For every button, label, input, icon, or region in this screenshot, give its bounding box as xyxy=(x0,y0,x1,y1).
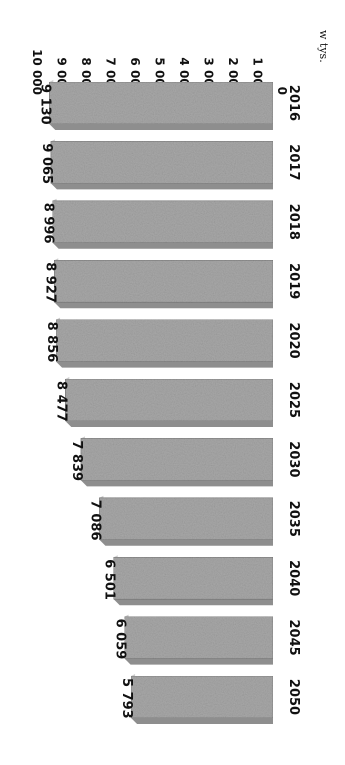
data-label: 7 839 xyxy=(69,440,84,481)
value-tick-label: 0 xyxy=(275,87,289,95)
bar-face xyxy=(53,259,274,303)
bar-face xyxy=(49,81,274,125)
data-label: 8 927 xyxy=(42,262,57,303)
bar-face xyxy=(52,200,274,244)
category-label: 2018 xyxy=(286,204,301,240)
bar-face xyxy=(124,616,274,659)
bar-face xyxy=(80,438,274,481)
unit-label: w tys. xyxy=(317,30,330,63)
data-label: 8 996 xyxy=(41,203,56,244)
category-label: 2016 xyxy=(286,85,301,121)
data-label: 9 130 xyxy=(37,84,52,125)
bars xyxy=(49,80,274,724)
bar xyxy=(99,495,274,546)
bar-side xyxy=(99,539,273,546)
bar-side xyxy=(52,242,274,249)
bar xyxy=(65,377,274,427)
bar xyxy=(80,436,274,487)
category-label: 2020 xyxy=(286,323,301,359)
bar-face xyxy=(99,497,274,541)
category-labels: 2016 2017 2018 2019 2020 2025 2030 2035 2040 2045… xyxy=(286,85,301,715)
data-label: 8 856 xyxy=(44,322,59,363)
data-labels: 9 130 9 065 8 996 8 927 8 856 8 477 7 839 7 086… xyxy=(37,84,134,719)
category-label: 2045 xyxy=(286,620,301,656)
bar-face xyxy=(113,556,274,600)
category-label: 2035 xyxy=(286,501,301,537)
data-label: 5 793 xyxy=(119,678,134,719)
category-label: 2017 xyxy=(286,144,301,180)
category-label: 2030 xyxy=(286,441,301,477)
bar-side xyxy=(49,124,273,130)
bar xyxy=(124,614,274,665)
bar-side xyxy=(113,599,274,606)
bar-side xyxy=(50,183,273,190)
data-label: 6 501 xyxy=(102,559,117,600)
data-label: 6 059 xyxy=(113,619,128,660)
bar xyxy=(130,674,274,724)
value-tick-label: 10 000 xyxy=(30,49,44,95)
bar-face xyxy=(50,141,274,184)
category-label: 2019 xyxy=(286,263,301,299)
bar xyxy=(50,139,274,190)
data-label: 9 065 xyxy=(39,143,54,184)
category-label: 2050 xyxy=(286,679,301,715)
bar-face xyxy=(130,675,274,719)
bar xyxy=(55,317,274,368)
bar-face xyxy=(55,319,274,362)
category-label: 2025 xyxy=(286,382,301,418)
bar-side xyxy=(80,480,273,487)
data-label: 7 086 xyxy=(87,500,102,541)
bar-side xyxy=(56,361,273,368)
data-label: 8 477 xyxy=(53,381,68,422)
bar-side xyxy=(54,302,274,309)
category-label: 2040 xyxy=(286,560,301,596)
bar xyxy=(49,80,274,130)
bar-face xyxy=(65,378,274,422)
bar-side xyxy=(124,658,273,665)
bar xyxy=(113,555,274,606)
bar-side xyxy=(131,718,273,724)
bar xyxy=(52,198,274,249)
bar-side xyxy=(65,421,273,427)
bar xyxy=(53,258,274,309)
